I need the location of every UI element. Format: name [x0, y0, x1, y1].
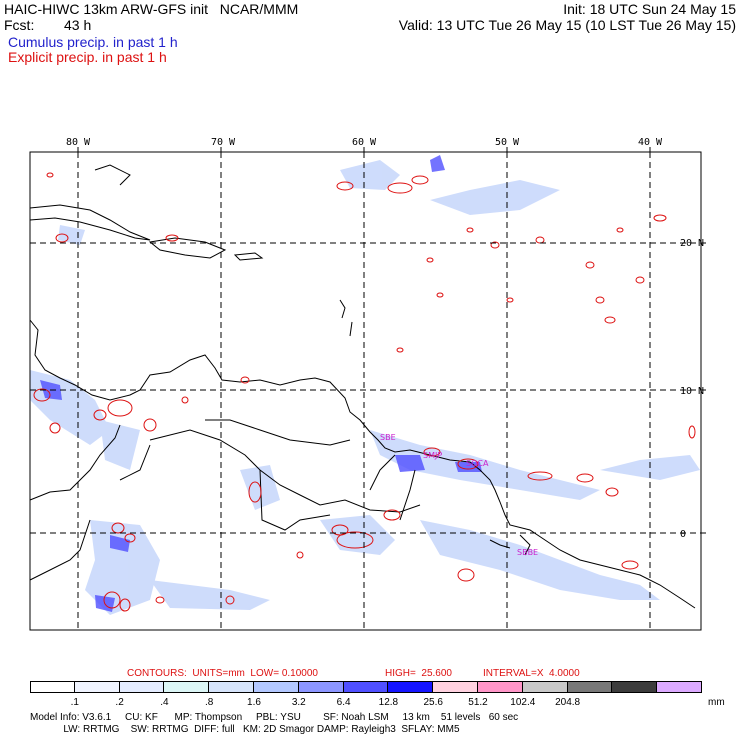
station-label: SOCA	[466, 459, 489, 468]
contours-high: HIGH= 25.600	[385, 668, 452, 679]
lon-label: 50 W	[495, 137, 520, 148]
init-time: Init: 18 UTC Sun 24 May 15	[563, 1, 736, 17]
color-bar-label: 1.6	[247, 697, 261, 708]
color-bar-label: .8	[205, 697, 214, 708]
color-bar-cell	[119, 681, 165, 693]
station-label: SBE	[380, 433, 396, 442]
map-title: HAIC-HIWC 13km ARW-GFS init NCAR/MMM	[4, 1, 299, 17]
cumulus-shading	[30, 160, 700, 615]
color-bar-cell	[388, 681, 434, 693]
contours-interval: INTERVAL=X 4.0000	[483, 668, 580, 679]
color-bar-cell	[522, 681, 568, 693]
station-label: SMJP	[423, 451, 442, 460]
color-bar-cell	[343, 681, 389, 693]
forecast-label: Fcst:	[4, 17, 35, 33]
lon-label: 40 W	[638, 137, 663, 148]
coastlines	[29, 164, 696, 609]
explicit-contours	[33, 172, 696, 612]
model-info-line2: LW: RRTMG SW: RRTMG DIFF: full KM: 2D Sm…	[30, 724, 460, 735]
lon-label: 60 W	[352, 137, 377, 148]
lat-label: 0	[680, 529, 686, 540]
lon-label: 70 W	[211, 137, 236, 148]
color-bar-unit: mm	[708, 697, 725, 708]
lat-lon-grid	[30, 152, 701, 630]
color-bar-cell	[567, 681, 613, 693]
color-bar-cell	[209, 681, 254, 693]
lat-label: 10 N	[680, 386, 704, 397]
forecast-hour: 43 h	[64, 17, 92, 33]
color-bar-label: 12.8	[378, 697, 399, 708]
color-bar-label: 204.8	[555, 697, 581, 708]
valid-time: Valid: 13 UTC Tue 26 May 15 (10 LST Tue …	[398, 17, 736, 33]
color-bar-cell	[433, 681, 478, 693]
explicit-precip-label: Explicit precip. in past 1 h	[8, 49, 167, 65]
cumulus-precip-label: Cumulus precip. in past 1 h	[8, 34, 178, 50]
color-bar-cell	[298, 681, 344, 693]
contours-info: CONTOURS: UNITS=mm LOW= 0.10000	[127, 668, 318, 679]
color-bar-cell	[74, 681, 120, 693]
color-bar-label: 51.2	[468, 697, 488, 708]
lon-label: 80 W	[66, 137, 91, 148]
color-bar-cell	[478, 681, 523, 693]
map-frame	[29, 151, 702, 631]
station-label: SBBE	[517, 548, 538, 557]
color-bar-label: .4	[160, 697, 169, 708]
color-bar-label: 6.4	[336, 697, 351, 708]
color-bar-label: .2	[115, 697, 124, 708]
color-bar-cell	[164, 681, 210, 693]
color-bar-cell	[612, 681, 658, 693]
color-bar-label: 25.6	[423, 697, 443, 708]
color-bar-cell	[254, 681, 299, 693]
color-bar-label: .1	[70, 697, 79, 708]
model-info-line1: Model Info: V3.6.1 CU: KF MP: Thompson P…	[30, 712, 519, 723]
color-bar-label: 102.4	[510, 697, 536, 708]
color-bar-cell	[30, 681, 75, 693]
color-bar-frame	[30, 681, 702, 693]
color-bar-label: 3.2	[291, 697, 306, 708]
